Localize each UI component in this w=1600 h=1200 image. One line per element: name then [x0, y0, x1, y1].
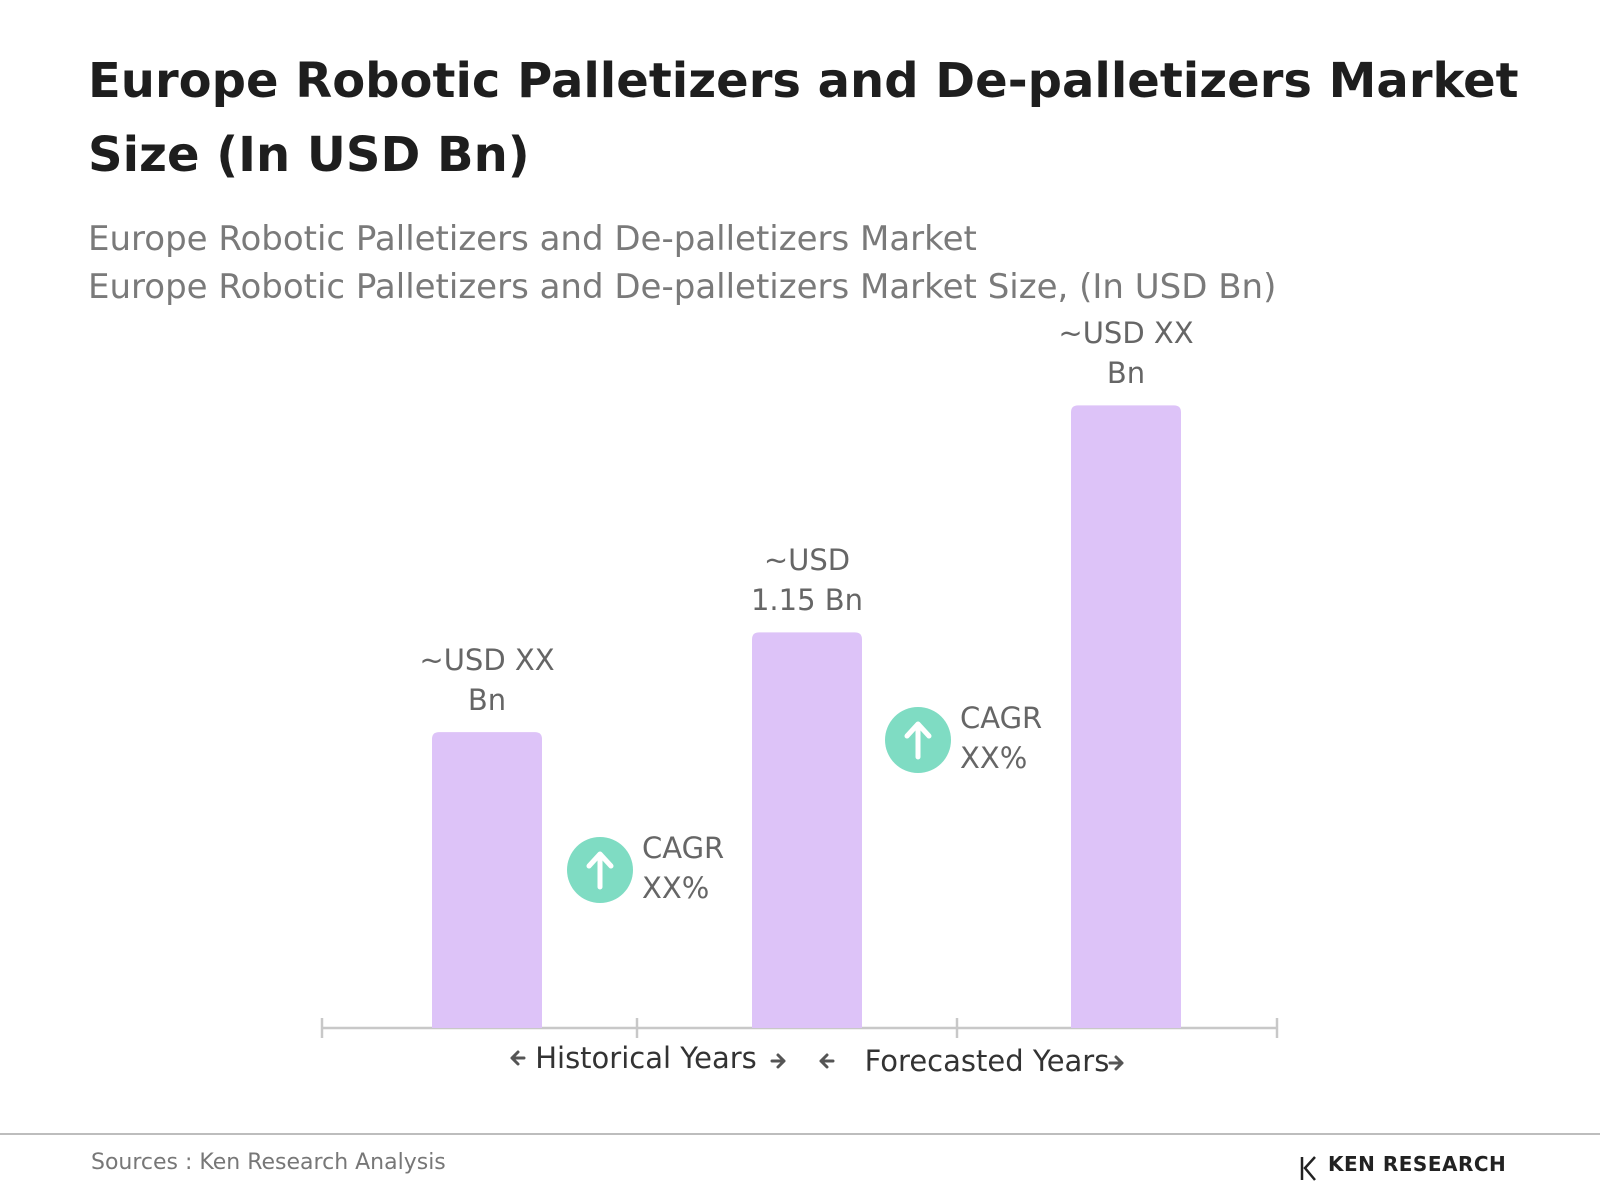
- logo: KEN RESEARCH: [1328, 1152, 1507, 1176]
- cagr-arrow: [904, 721, 932, 760]
- value-label: ~USD XX Bn: [419, 643, 555, 718]
- source-note: Sources : Ken Research Analysis: [91, 1150, 446, 1175]
- logo-mark: [1300, 1156, 1316, 1181]
- cagr-label: CAGR XX%: [960, 701, 1043, 775]
- chart-title: Europe Robotic Palletizers and De-pallet…: [88, 53, 1519, 183]
- subtitle: Europe Robotic Palletizers and De-pallet…: [88, 219, 977, 259]
- cagr-label: CAGR XX%: [642, 831, 725, 905]
- bar: [752, 632, 862, 1028]
- period-arrows: [510, 1050, 1124, 1071]
- value-label: ~USD XX Bn: [1058, 316, 1194, 391]
- value-label: ~USD 1.15 Bn: [750, 543, 864, 618]
- bar: [432, 732, 542, 1028]
- period-label: Historical Years: [535, 1041, 757, 1075]
- bar: [1071, 405, 1181, 1028]
- subtitle: Europe Robotic Palletizers and De-pallet…: [88, 267, 1277, 307]
- period-label: Forecasted Years: [864, 1044, 1110, 1078]
- cagr-arrow: [586, 851, 614, 890]
